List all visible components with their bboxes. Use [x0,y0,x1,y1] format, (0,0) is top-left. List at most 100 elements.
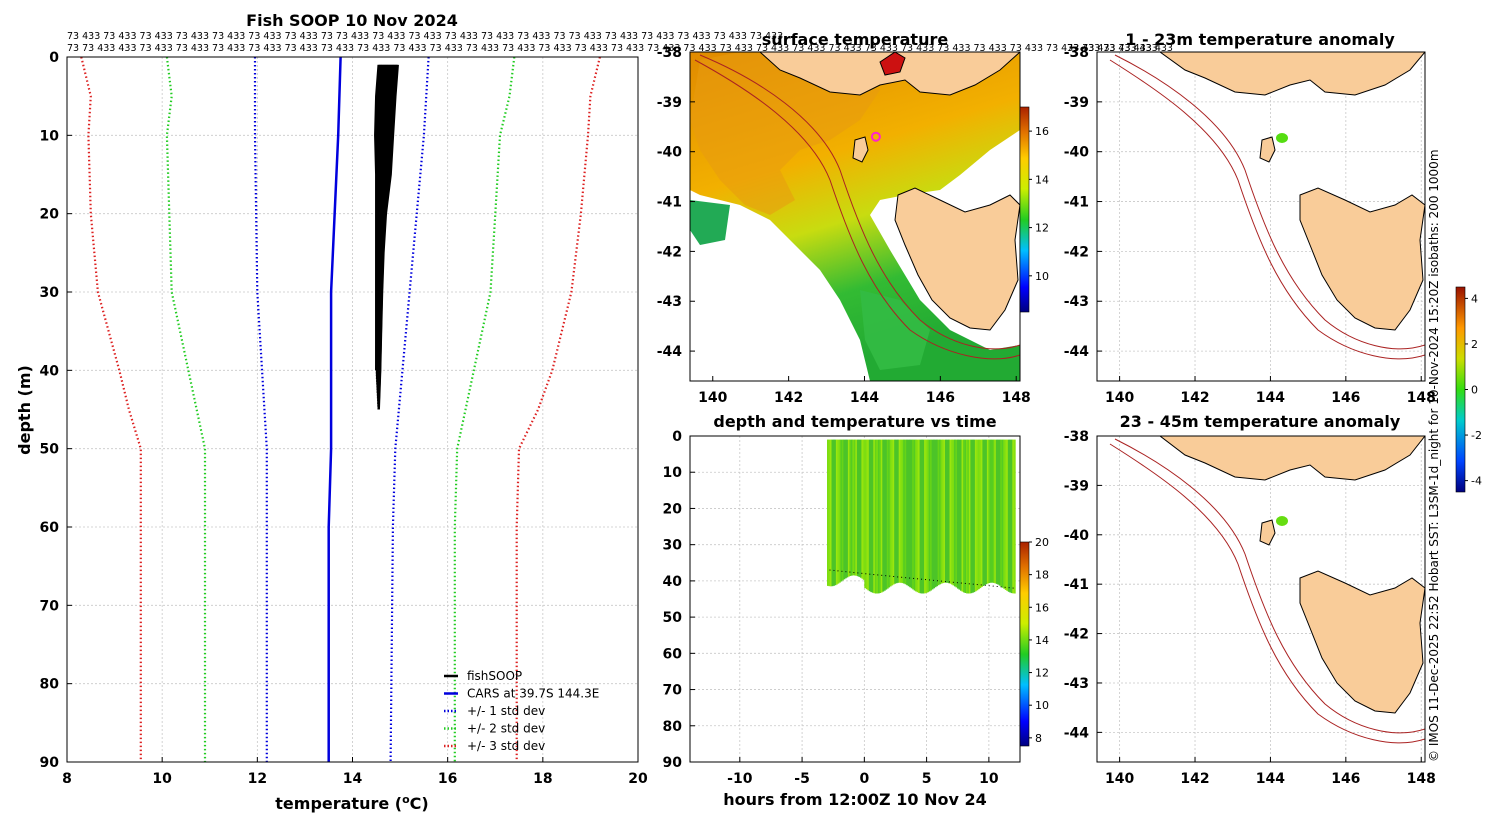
sst-x-tick-label: 144 [850,390,879,406]
anomaly-shallow-axes-frame [1096,51,1426,382]
time-sample-column [855,439,858,576]
std-dev-line-low-4 [80,57,142,762]
profile-y-tick-label: 60 [40,520,60,536]
sst-west-patch [690,200,730,245]
anomaly-shallow-y-tick-label: -43 [1064,294,1089,310]
time-sample-column [880,439,883,593]
time-sample-column [873,439,876,594]
time-sample-column [1009,439,1012,593]
time-sample-column [868,439,871,592]
anomaly-deep-x-tick-label: 148 [1407,771,1436,787]
anomaly-deep-x-tick-label: 140 [1105,771,1134,787]
time-sample-column [983,439,986,585]
time-sample-column [837,439,840,584]
sst-king-island [852,136,869,163]
time-y-tick-label: 90 [663,755,683,771]
profile-y-tick-label: 80 [40,677,60,693]
time-sample-column [897,439,900,583]
time-scatter [827,439,1016,594]
sst-location-marker [870,131,881,142]
time-x-ticks: -10 -5 0 5 10 [727,757,999,787]
anomaly-deep-y-tick-label: -38 [1064,429,1089,445]
time-sample-column [882,439,885,592]
time-sample-column [970,439,973,594]
time-sample-column [1012,439,1015,594]
anomaly-deep-map [1109,436,1425,744]
time-sample-column [948,439,950,584]
time-sample-column [1013,439,1016,594]
anomaly-deep-title: 23 - 45m temperature anomaly [1120,412,1401,431]
anomaly-shallow-x-tick-label: 148 [1407,390,1436,406]
anomaly-deep-tasmania [1299,570,1425,714]
anomaly-shallow-y-tick-label: -42 [1064,244,1089,260]
imos-side-note: © IMOS 11-Dec-2025 22:52 Hobart SST: L3S… [1427,149,1441,762]
anomaly-shallow-y-tick-label: -40 [1064,145,1090,161]
profile-y-tick-label: 50 [40,442,60,458]
time-sample-column [1007,439,1010,592]
anomaly-deep-axes-frame [1096,435,1426,763]
anomaly-shallow-x-tick-label: 144 [1256,390,1285,406]
time-sample-column [876,439,879,594]
time-sample-column [894,439,897,584]
anomaly-colorbar-tick-label: 0 [1471,384,1478,397]
sst-colorbar-tick-label: 16 [1035,125,1049,138]
sst-y-tick-label: -39 [657,95,682,111]
time-sample-column [895,439,898,584]
time-sample-column [963,439,965,593]
time-sample-column [977,439,980,590]
time-sample-column [841,439,844,581]
time-sample-column [992,439,995,583]
sst-x-ticks: 140 142 144 146 148 [698,376,1031,406]
time-sample-column [968,439,971,594]
time-sample-column [904,439,907,585]
time-sample-column [888,439,891,588]
sst-isobath-1000 [694,59,1020,360]
time-sample-column [849,439,852,576]
time-sample-column [861,439,864,579]
time-sample-column [864,439,867,589]
time-colorbar-tick-label: 12 [1035,667,1049,680]
profile-panel: Fish SOOP 10 Nov 2024 73 433 73 433 73 4… [15,11,1173,813]
time-sample-column [957,439,959,589]
time-colorbar-tick-label: 14 [1035,634,1049,647]
sst-y-tick-label: -41 [657,195,682,211]
time-y-tick-label: 40 [663,574,683,590]
time-sample-column [835,439,838,585]
time-sample-column [934,439,937,588]
time-x-tick-label: -5 [794,771,810,787]
time-sample-column [885,439,888,590]
time-sample-column [982,439,985,586]
anomaly-shallow-x-tick-label: 146 [1331,390,1360,406]
time-sample-column [915,439,917,592]
anomaly-colorbar-ticks: 4 2 0 -2 -4 [1465,292,1482,488]
time-x-tick-label: 10 [979,771,999,787]
time-sample-column [921,439,923,594]
time-sample-column [909,439,912,588]
sst-colorbar-tick-label: 12 [1035,222,1049,235]
time-y-tick-label: 10 [663,465,683,481]
time-sample-column [903,439,906,584]
sst-y-tick-label: -44 [657,344,683,360]
profile-x-tick-label: 20 [628,771,648,787]
time-colorbar-tick-label: 8 [1035,732,1042,745]
sst-y-ticks: -38 -39 -40 -41 -42 -43 -44 [657,45,695,360]
anomaly-colorbar-tick-label: 2 [1471,338,1478,351]
profile-x-ticks: 8 10 12 14 16 18 20 [62,757,648,787]
anomaly-shallow-mainland [1159,52,1425,96]
time-sample-column [925,439,928,593]
time-sample-column [960,439,962,591]
profile-x-tick-label: 8 [62,771,72,787]
time-sample-column [844,439,847,579]
time-sample-column [883,439,886,591]
profile-y-tick-label: 70 [40,598,60,614]
time-panel: depth and temperature vs time -10 -5 0 5 10 … [663,412,1049,809]
time-sample-column [998,439,1001,586]
std-dev-line-low-2 [253,57,268,762]
time-sample-column [949,439,952,584]
time-sample-column [871,439,874,593]
std-dev-line-high-2 [389,57,430,762]
time-sample-column [838,439,841,583]
time-sample-column [976,439,979,591]
anomaly-colorbar-tick-label: -4 [1471,475,1482,488]
anomaly-deep-panel: 23 - 45m temperature anomaly 140 142 144 14… [1064,412,1436,787]
